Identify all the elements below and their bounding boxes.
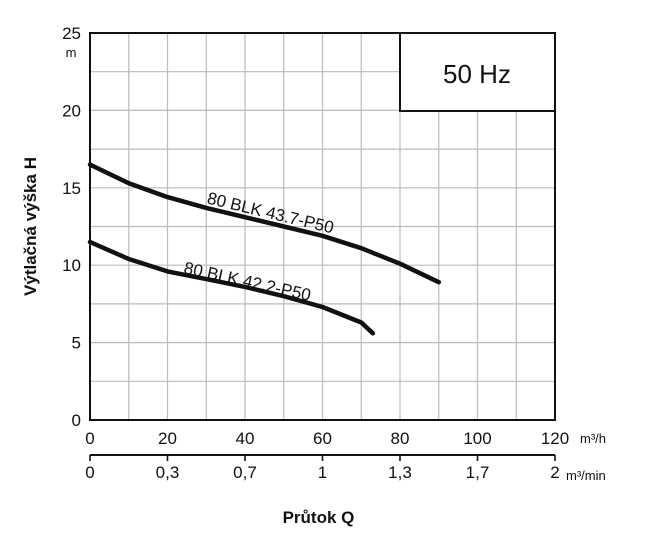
frequency-label: 50 Hz xyxy=(443,59,511,89)
y-tick-label: 25 xyxy=(62,24,81,43)
series-line xyxy=(87,239,376,336)
y-tick-label: 20 xyxy=(62,101,81,120)
secondary-x-tick-label: 1,7 xyxy=(466,463,490,482)
y-unit: m xyxy=(66,45,77,60)
secondary-x-tick-label: 1 xyxy=(318,463,327,482)
series-line xyxy=(87,162,442,285)
x-tick-label: 80 xyxy=(391,429,410,448)
secondary-x-tick-label: 0 xyxy=(85,463,94,482)
x-tick-label: 120 xyxy=(541,429,569,448)
x-tick-label: 60 xyxy=(313,429,332,448)
x-axis-title: Průtok Q xyxy=(283,508,355,527)
y-tick-label: 5 xyxy=(72,334,81,353)
secondary-x-ticks: 0 0,3 0,7 1 1,3 1,7 2 xyxy=(85,455,560,482)
secondary-x-tick-label: 0,7 xyxy=(233,463,257,482)
x-unit: m³/h xyxy=(580,431,606,446)
frequency-annotation: 50 Hz xyxy=(399,32,556,112)
x-tick-label: 0 xyxy=(85,429,94,448)
plot-frame xyxy=(89,32,556,421)
x-tick-label: 20 xyxy=(158,429,177,448)
secondary-x-tick-label: 1,3 xyxy=(388,463,412,482)
y-tick-label: 0 xyxy=(72,411,81,430)
y-axis-title: Výtlačná výška H xyxy=(21,157,40,296)
y-tick-label: 10 xyxy=(62,256,81,275)
secondary-x-tick-label: 0,3 xyxy=(156,463,180,482)
secondary-x-unit: m³/min xyxy=(566,468,606,483)
x-tick-label: 40 xyxy=(236,429,255,448)
x-ticks: 0 20 40 60 80 100 120 xyxy=(85,429,569,448)
frequency-box xyxy=(399,32,556,112)
y-ticks: 0 5 10 15 20 25 xyxy=(62,24,81,430)
x-tick-label: 100 xyxy=(463,429,491,448)
secondary-x-tick-label: 2 xyxy=(550,463,559,482)
y-tick-label: 15 xyxy=(62,179,81,198)
